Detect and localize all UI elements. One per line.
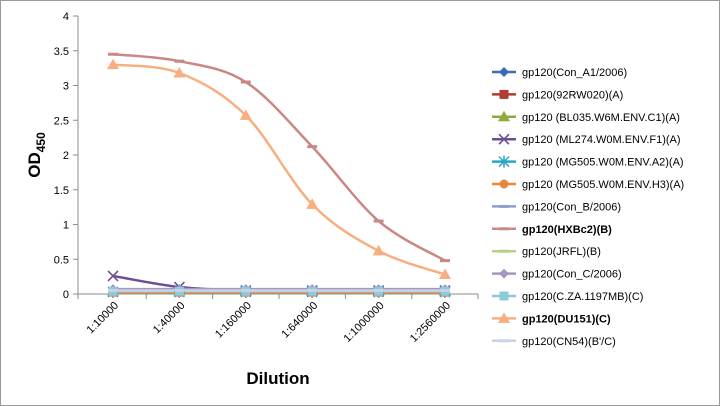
x-tick-label: 1:10000 (85, 300, 122, 337)
legend-label: gp120(Con_A1/2006) (522, 67, 627, 79)
data-point (107, 270, 119, 282)
data-point (439, 268, 451, 280)
data-point (306, 198, 319, 209)
y-tick-label: 1.5 (54, 185, 69, 197)
y-axis-title-main: OD (25, 152, 44, 178)
y-tick-label: 3.5 (54, 46, 69, 58)
legend-swatch-marker (498, 110, 510, 122)
legend-label: gp120(CN54)(B'/C) (522, 336, 616, 348)
data-point (108, 52, 118, 56)
legend-swatch-marker (499, 291, 509, 301)
x-tick-label: 1:40000 (151, 300, 188, 337)
legend-label: gp120 (MG505.W0M.ENV.H3)(A) (522, 179, 684, 191)
legend-label: gp120 (BL035.W6M.ENV.C1)(A) (522, 112, 680, 124)
data-point (307, 289, 318, 293)
data-point (373, 289, 384, 293)
x-axis-title: Dilution (246, 369, 309, 388)
legend-label: gp120(C.ZA.1197MB)(C) (522, 291, 643, 303)
data-point (307, 145, 318, 149)
x-tick-label: 1:2560000 (408, 300, 453, 345)
data-point (372, 244, 385, 256)
y-tick-label: 1 (63, 220, 69, 232)
legend-swatch-marker (498, 312, 510, 323)
y-tick-label: 2.5 (54, 115, 69, 127)
series-lines (112, 52, 446, 294)
legend-label: gp120(HXBc2)(B) (522, 224, 612, 236)
legend-swatch-marker (499, 249, 509, 253)
y-tick-label: 0.5 (54, 254, 69, 266)
legend-swatch-marker (499, 204, 509, 208)
legend-swatch-marker (499, 67, 509, 77)
legend-label: gp120(Con_B/2006) (522, 201, 621, 213)
legend-swatch-marker (499, 268, 509, 279)
legend-swatch-marker (498, 155, 510, 168)
legend-label: gp120(Con_C/2006) (522, 269, 622, 281)
y-tick-label: 2 (63, 150, 69, 162)
data-point (240, 289, 251, 293)
legend-swatch-marker (499, 339, 509, 343)
data-point (173, 66, 186, 78)
series-markers (107, 52, 451, 298)
data-point (174, 59, 185, 63)
legend-label: gp120 (MG505.W0M.ENV.A2)(A) (522, 157, 684, 169)
data-point (440, 289, 450, 293)
y-axis-title-subscript: 450 (34, 132, 48, 152)
data-point (108, 289, 118, 293)
data-point (174, 289, 185, 293)
data-point (373, 219, 384, 223)
x-tick-label: 1:160000 (213, 300, 254, 341)
legend-swatch-marker (499, 89, 509, 99)
y-tick-label: 4 (63, 11, 69, 23)
legend-swatch-marker (498, 133, 510, 145)
legend-label: gp120(DU151)(C) (522, 313, 611, 325)
data-point (440, 259, 450, 263)
data-point (239, 109, 252, 120)
data-point (240, 80, 251, 84)
legend-swatch-marker (499, 179, 509, 189)
x-tick-label: 1:640000 (279, 300, 320, 341)
legend-label: gp120(92RW020)(A) (522, 89, 623, 101)
x-tick-label: 1:1000000 (341, 300, 386, 345)
data-point (107, 58, 119, 70)
y-tick-label: 3 (63, 81, 69, 93)
legend-label: gp120 (ML274.W0M.ENV.F1)(A) (522, 134, 681, 146)
legend-label: gp120(JRFL)(B) (522, 246, 601, 258)
y-axis-title: OD450 (25, 132, 48, 178)
legend-swatch-marker (499, 227, 509, 231)
legend: gp120(Con_A1/2006) gp120(92RW020)(A) gp120… (492, 67, 684, 348)
series-line (112, 63, 446, 276)
y-tick-label: 0 (63, 289, 69, 301)
